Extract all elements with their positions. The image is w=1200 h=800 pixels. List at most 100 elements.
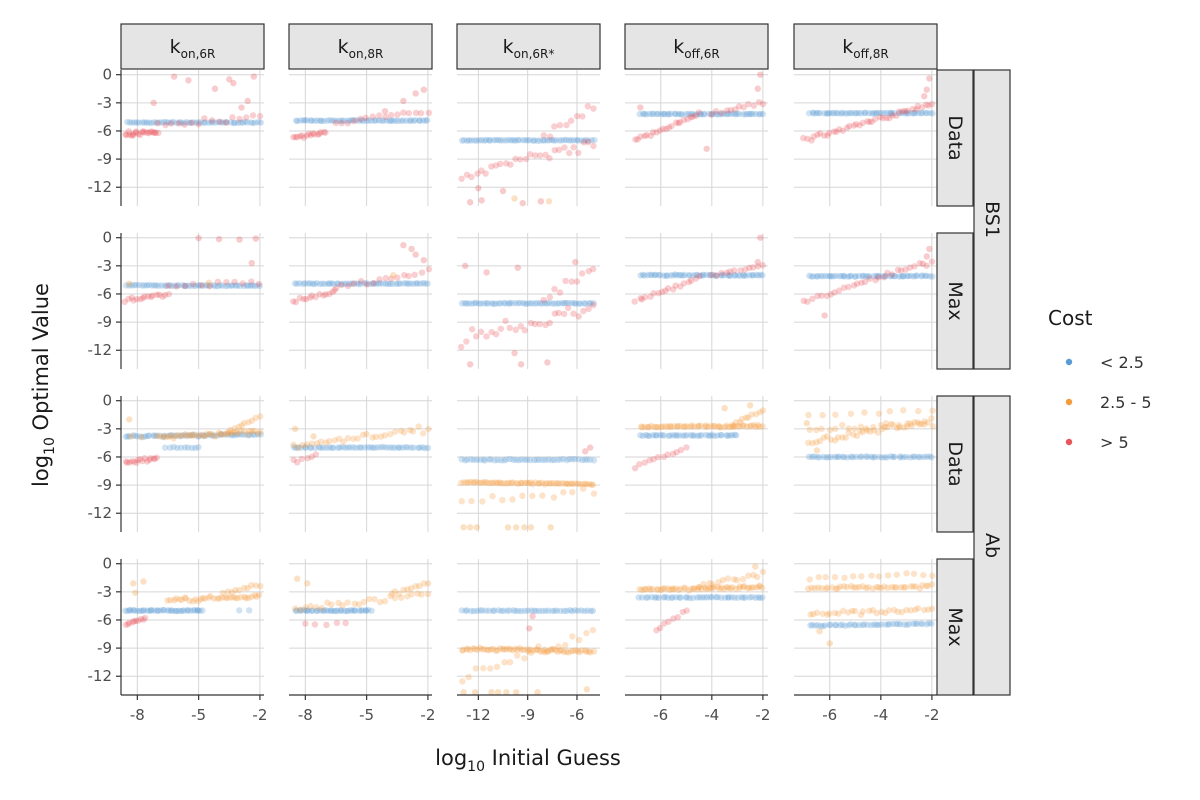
data-point-mid (502, 645, 510, 653)
data-point-low (825, 272, 832, 280)
data-point-low (548, 300, 556, 307)
data-point-high (894, 266, 902, 274)
data-point-high (146, 128, 154, 136)
data-point-low (332, 607, 339, 615)
data-point-low (652, 432, 659, 439)
column-strip-label-base: k (338, 36, 349, 58)
data-point-mid (727, 585, 734, 592)
data-point-high (589, 265, 597, 273)
data-point-high (425, 266, 433, 273)
data-point-mid (677, 585, 684, 593)
data-point-low (810, 273, 817, 280)
data-point-high (170, 73, 178, 80)
data-point-low (656, 271, 664, 279)
x-tick-label: -9 (520, 706, 535, 724)
data-point-mid (742, 414, 750, 421)
data-point-high (684, 116, 691, 123)
data-point-high (312, 293, 319, 301)
data-point-high (631, 465, 639, 472)
data-point-mid (201, 432, 208, 440)
x-axis-title-sub: 10 (467, 759, 485, 775)
data-point-low (864, 273, 872, 280)
data-point-low (732, 111, 739, 118)
data-point-low (591, 136, 598, 144)
data-point-low (303, 607, 310, 614)
data-point-low (856, 453, 864, 461)
data-point-low (524, 456, 531, 463)
data-point-mid (485, 646, 492, 654)
data-point-low (387, 117, 395, 124)
data-point-mid (539, 492, 546, 499)
data-point-low (339, 443, 346, 451)
data-point-mid (896, 423, 903, 431)
data-point-low (816, 454, 823, 461)
data-point-low (195, 443, 202, 451)
data-point-mid (511, 195, 518, 202)
data-point-low (705, 110, 713, 118)
data-point-low (137, 433, 144, 440)
data-point-mid (308, 440, 316, 447)
panel-kon8R-row1 (289, 233, 433, 369)
data-point-low (171, 432, 178, 440)
data-point-mid (304, 580, 311, 587)
data-point-high (664, 451, 671, 458)
data-point-mid (250, 427, 258, 435)
data-point-low (669, 272, 677, 279)
data-point-low (337, 607, 345, 614)
data-point-low (217, 431, 224, 438)
data-point-high (512, 155, 519, 163)
data-point-low (483, 300, 490, 307)
data-point-high (914, 102, 921, 110)
data-point-low (301, 280, 309, 287)
data-point-low (817, 272, 824, 280)
data-point-low (227, 119, 235, 126)
data-point-low (192, 119, 200, 126)
data-point-mid (189, 432, 197, 439)
data-point-high (818, 292, 825, 299)
data-point-low (497, 457, 505, 464)
data-point-low (708, 111, 715, 118)
data-point-mid (839, 421, 846, 429)
data-point-low (848, 109, 855, 117)
data-point-high (333, 284, 340, 292)
data-point-high (297, 133, 304, 140)
data-point-low (334, 607, 341, 614)
data-point-mid (759, 568, 767, 575)
data-point-low (371, 117, 378, 124)
data-point-mid (866, 607, 873, 614)
data-point-low (244, 431, 252, 439)
data-point-high (215, 235, 223, 243)
data-point-mid (182, 595, 189, 602)
data-point-low (314, 607, 321, 614)
data-point-mid (721, 404, 728, 412)
data-point-low (509, 456, 517, 463)
data-point-low (358, 444, 365, 451)
data-point-low (566, 455, 573, 463)
data-point-low (180, 607, 188, 614)
data-point-mid (516, 645, 524, 652)
data-point-mid (481, 479, 488, 486)
data-point-mid (574, 480, 582, 487)
data-point-low (823, 110, 830, 117)
data-point-low (929, 273, 936, 280)
data-point-low (485, 607, 493, 614)
data-point-high (814, 131, 821, 139)
row-strip-box (936, 232, 974, 370)
data-point-low (253, 282, 261, 289)
data-point-low (581, 607, 588, 615)
data-point-low (412, 116, 419, 124)
data-point-high (590, 142, 597, 150)
data-point-high (683, 607, 690, 614)
data-point-mid (666, 422, 674, 430)
data-point-low (244, 282, 252, 289)
data-point-low (883, 454, 891, 461)
data-point-mid (882, 609, 889, 617)
data-point-mid (657, 586, 665, 594)
data-point-mid (499, 496, 506, 504)
data-point-low (191, 431, 198, 438)
data-point-mid (171, 597, 178, 604)
panel-kon6R-row0 (121, 70, 264, 206)
data-point-high (306, 294, 314, 301)
data-point-low (884, 621, 892, 628)
data-point-low (635, 594, 642, 601)
